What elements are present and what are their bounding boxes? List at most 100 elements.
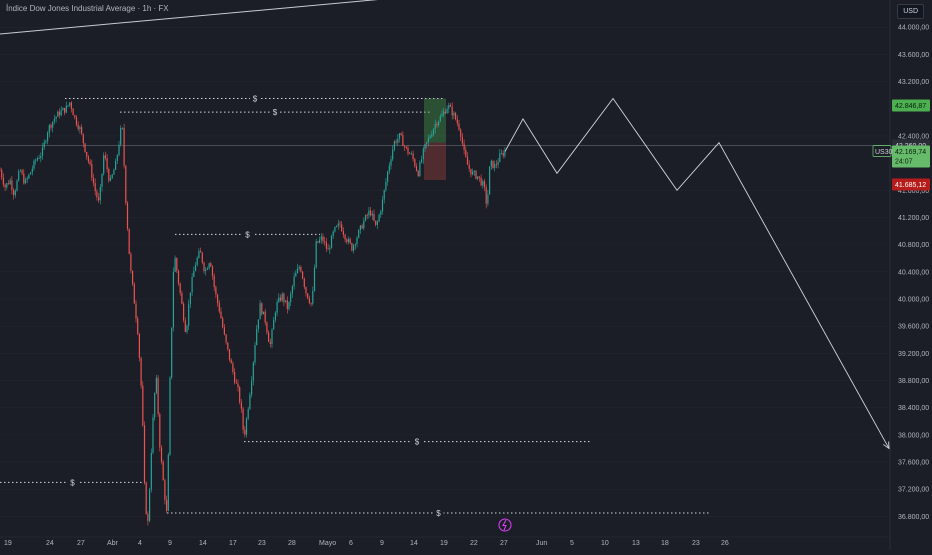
liquidity-marker-bg <box>67 477 78 488</box>
candle-up-body <box>285 300 287 302</box>
candle-up-body <box>296 268 299 274</box>
candle-up-body <box>398 133 401 139</box>
candle-down-body <box>133 284 135 304</box>
candle-down-body <box>404 146 406 147</box>
candle-up-body <box>53 118 55 122</box>
price-tag-low: 41.685,12 <box>895 182 926 189</box>
candle-up-body <box>259 303 261 320</box>
candle-up-body <box>205 269 207 272</box>
time-tick-label: 22 <box>470 540 478 547</box>
candle-up-body <box>330 235 333 249</box>
currency-button[interactable]: USD <box>897 4 924 19</box>
candle-up-body <box>487 194 489 204</box>
price-tick-label: 41.600,00 <box>898 188 929 195</box>
candle-up-body <box>364 215 367 221</box>
candle-up-body <box>9 180 11 185</box>
candle-up-body <box>152 417 154 453</box>
candle-up-body <box>422 148 424 160</box>
price-tick-label: 38.800,00 <box>898 378 929 385</box>
candle-down-body <box>451 106 453 116</box>
candle-down-body <box>436 124 438 125</box>
candle-down-body <box>342 231 344 235</box>
candle-down-body <box>98 197 100 201</box>
candle-down-body <box>478 176 480 178</box>
candle-up-body <box>387 171 389 182</box>
candle-down-body <box>444 111 446 114</box>
candle-down-body <box>237 383 239 388</box>
candle-up-body <box>118 144 120 156</box>
candle-down-body <box>302 271 304 279</box>
candle-up-body <box>378 214 380 222</box>
candle-up-body <box>429 136 431 139</box>
candle-down-body <box>346 239 348 243</box>
time-tick-label: 19 <box>440 540 448 547</box>
candle-down-body <box>327 248 329 250</box>
candle-up-body <box>198 251 200 259</box>
candle-down-body <box>0 169 1 171</box>
time-tick-label: 9 <box>380 540 384 547</box>
candle-up-body <box>111 174 113 179</box>
candle-up-body <box>121 127 123 129</box>
candle-down-body <box>483 181 486 188</box>
candle-up-body <box>262 311 265 315</box>
candle-up-body <box>24 179 27 184</box>
candle-up-body <box>337 223 339 226</box>
candle-down-body <box>230 359 232 364</box>
candle-down-body <box>264 311 266 323</box>
candle-up-body <box>194 265 197 271</box>
time-tick-label: Abr <box>107 540 119 547</box>
candle-up-body <box>115 161 117 171</box>
candle-up-body <box>120 128 122 145</box>
candle-up-body <box>504 151 506 156</box>
candle-up-body <box>490 160 492 167</box>
candle-up-body <box>41 147 44 156</box>
candle-down-body <box>458 123 460 130</box>
candle-up-body <box>393 141 395 150</box>
candle-down-body <box>222 318 224 328</box>
countdown-timer: 24:07 <box>895 159 913 166</box>
candle-up-body <box>249 394 251 410</box>
price-tick-label: 39.600,00 <box>898 324 929 331</box>
candle-up-body <box>154 392 156 418</box>
candle-up-body <box>419 162 421 177</box>
candle-down-body <box>11 180 13 190</box>
candle-down-body <box>215 287 217 295</box>
candle-down-body <box>92 177 95 184</box>
candle-up-body <box>281 293 283 301</box>
candle-up-body <box>313 267 316 291</box>
candle-down-body <box>77 124 79 130</box>
candle-up-body <box>293 276 295 287</box>
candle-up-body <box>62 108 64 111</box>
candle-up-body <box>499 153 501 162</box>
time-tick-label: 14 <box>199 540 207 547</box>
price-tick-label: 44.000,00 <box>898 25 929 32</box>
candle-down-body <box>475 171 477 179</box>
candle-up-body <box>319 239 321 243</box>
candle-down-body <box>211 266 214 276</box>
candle-up-body <box>43 142 45 148</box>
candle-up-body <box>295 273 297 277</box>
candle-up-body <box>193 270 195 278</box>
candle-up-body <box>312 290 314 304</box>
candle-down-body <box>341 224 343 232</box>
time-tick-label: 23 <box>258 540 266 547</box>
price-tag-top-bg <box>892 99 930 112</box>
candle-down-body <box>108 169 110 181</box>
price-tick-label: 43.600,00 <box>898 52 929 59</box>
price-tick-label: 37.200,00 <box>898 487 929 494</box>
time-tick-label: 23 <box>692 540 700 547</box>
candle-up-body <box>432 129 435 135</box>
liquidity-marker: $ <box>436 509 441 518</box>
candle-up-body <box>320 236 322 240</box>
candle-down-body <box>449 104 452 107</box>
candle-down-body <box>269 341 271 345</box>
candle-down-body <box>317 241 319 243</box>
candle-down-body <box>64 108 66 113</box>
candle-down-body <box>94 183 96 192</box>
liquidity-marker-bg <box>270 107 280 118</box>
candle-down-body <box>405 146 407 148</box>
candle-up-body <box>359 225 361 231</box>
candle-down-body <box>210 263 212 267</box>
